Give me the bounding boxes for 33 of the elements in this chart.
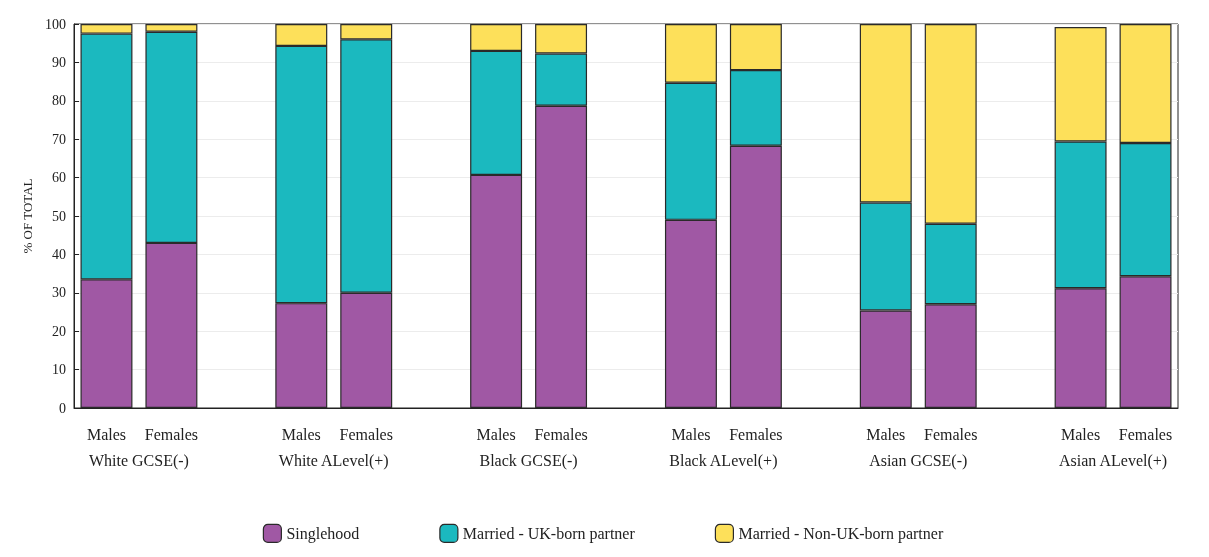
y-tick-label: 70 xyxy=(52,131,66,147)
x-tick-label: Females xyxy=(144,425,199,443)
y-tick-label: 10 xyxy=(52,362,66,378)
text: Asian ALevel(+) xyxy=(1059,451,1168,470)
text: Black ALevel(+) xyxy=(669,451,778,470)
y-tick-label: 20 xyxy=(52,323,66,339)
x-tick-label: Females xyxy=(339,425,393,443)
x-tick-label: Males xyxy=(86,425,127,443)
x-tick-label: Males xyxy=(281,425,321,443)
x-tick-label: Males xyxy=(671,425,711,443)
y-tick-label: 40 xyxy=(52,246,66,262)
text: Black GCSE(-) xyxy=(479,451,578,470)
x-tick-label: Males xyxy=(866,425,906,443)
x-tick-label: Males xyxy=(1061,425,1101,443)
x-tick-label: Females xyxy=(534,425,588,443)
x-tick-label: Females xyxy=(924,425,978,443)
y-tick-label: 50 xyxy=(52,208,66,224)
legend-label: Married - UK-born partner xyxy=(462,524,636,543)
text: White ALevel(+) xyxy=(278,451,389,470)
y-tick-label: 30 xyxy=(52,285,66,301)
legend-label: Married - Non-UK-born partner xyxy=(738,524,944,543)
y-tick-label: 90 xyxy=(52,54,66,70)
y-tick-label: 100 xyxy=(45,16,66,32)
text: White GCSE(-) xyxy=(88,451,189,470)
text: Asian GCSE(-) xyxy=(869,451,968,470)
y-axis-title: % OF TOTAL xyxy=(20,178,36,254)
x-tick-label: Females xyxy=(729,425,783,443)
y-tick-label: 80 xyxy=(52,93,66,109)
y-tick-label: 0 xyxy=(59,400,66,416)
y-tick-label: 60 xyxy=(52,170,66,186)
x-tick-label: Females xyxy=(1118,425,1173,443)
legend-label: Singlehood xyxy=(286,524,360,543)
x-tick-label: Males xyxy=(476,425,516,443)
